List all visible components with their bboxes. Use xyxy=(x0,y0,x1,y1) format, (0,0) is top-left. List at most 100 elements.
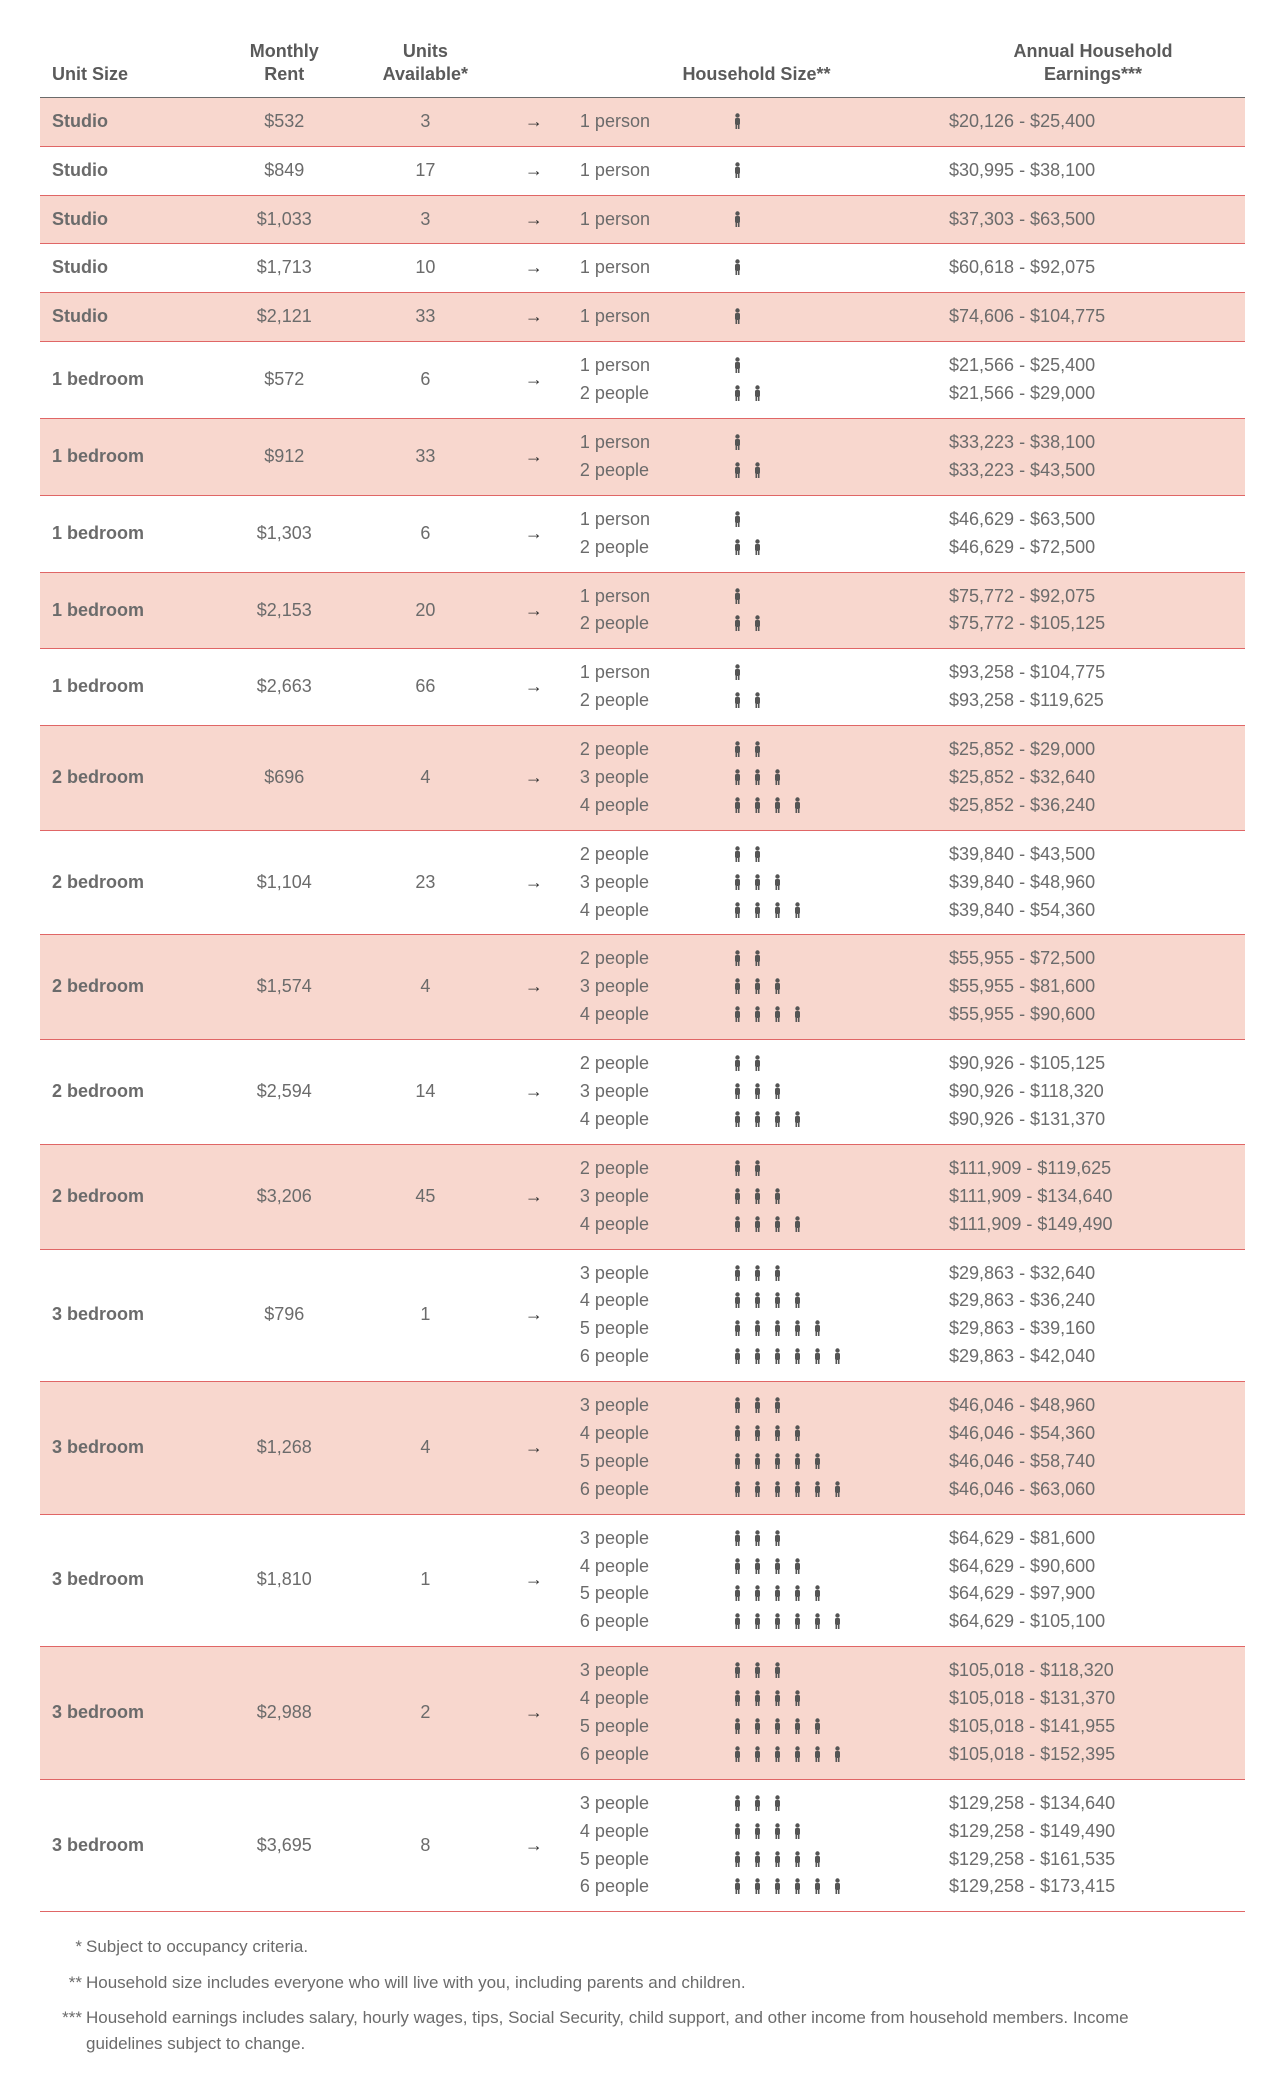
cell-hh: 2 people 3 people 4 people xyxy=(572,1144,724,1249)
cell-hh: 1 person xyxy=(572,244,724,293)
arrow-icon: → xyxy=(496,342,572,419)
cell-rent: $572 xyxy=(214,342,355,419)
footnotes: *Subject to occupancy criteria.**Househo… xyxy=(40,1934,1245,2056)
cell-avail: 6 xyxy=(355,342,496,419)
arrow-icon: → xyxy=(496,1647,572,1780)
header-avail: UnitsAvailable* xyxy=(355,30,496,97)
cell-avail: 10 xyxy=(355,244,496,293)
cell-hh: 1 person xyxy=(572,97,724,146)
cell-unit: Studio xyxy=(40,146,214,195)
cell-earn: $30,995 - $38,100 xyxy=(941,146,1245,195)
cell-rent: $1,810 xyxy=(214,1514,355,1647)
table-row: Studio$1,71310→1 person$60,618 - $92,075 xyxy=(40,244,1245,293)
table-row: 2 bedroom$1,5744→2 people 3 people 4 peo… xyxy=(40,935,1245,1040)
cell-hh: 1 person xyxy=(572,195,724,244)
cell-rent: $2,594 xyxy=(214,1040,355,1145)
cell-avail: 3 xyxy=(355,195,496,244)
cell-icons xyxy=(724,244,941,293)
table-row: Studio$1,0333→1 person$37,303 - $63,500 xyxy=(40,195,1245,244)
cell-unit: 2 bedroom xyxy=(40,1040,214,1145)
cell-icons xyxy=(724,1382,941,1515)
arrow-icon: → xyxy=(496,1144,572,1249)
cell-unit: 2 bedroom xyxy=(40,830,214,935)
cell-avail: 4 xyxy=(355,726,496,831)
cell-icons xyxy=(724,830,941,935)
cell-avail: 4 xyxy=(355,935,496,1040)
cell-rent: $532 xyxy=(214,97,355,146)
cell-avail: 20 xyxy=(355,572,496,649)
cell-rent: $912 xyxy=(214,419,355,496)
cell-earn: $90,926 - $105,125 $90,926 - $118,320 $9… xyxy=(941,1040,1245,1145)
cell-hh: 3 people 4 people 5 people 6 people xyxy=(572,1382,724,1515)
cell-avail: 23 xyxy=(355,830,496,935)
cell-avail: 6 xyxy=(355,495,496,572)
cell-icons xyxy=(724,1514,941,1647)
cell-unit: Studio xyxy=(40,293,214,342)
cell-hh: 2 people 3 people 4 people xyxy=(572,830,724,935)
cell-icons xyxy=(724,1249,941,1382)
cell-unit: 1 bedroom xyxy=(40,649,214,726)
cell-hh: 1 person 2 people xyxy=(572,649,724,726)
cell-icons xyxy=(724,572,941,649)
cell-unit: 3 bedroom xyxy=(40,1514,214,1647)
cell-hh: 2 people 3 people 4 people xyxy=(572,1040,724,1145)
cell-rent: $1,268 xyxy=(214,1382,355,1515)
table-row: 1 bedroom$91233→1 person 2 people $33,22… xyxy=(40,419,1245,496)
arrow-icon: → xyxy=(496,1779,572,1912)
footnote: **Household size includes everyone who w… xyxy=(48,1970,1245,1996)
cell-hh: 1 person 2 people xyxy=(572,572,724,649)
cell-rent: $1,303 xyxy=(214,495,355,572)
cell-unit: 2 bedroom xyxy=(40,726,214,831)
cell-rent: $696 xyxy=(214,726,355,831)
cell-hh: 3 people 4 people 5 people 6 people xyxy=(572,1647,724,1780)
cell-unit: 3 bedroom xyxy=(40,1779,214,1912)
cell-avail: 3 xyxy=(355,97,496,146)
cell-rent: $3,695 xyxy=(214,1779,355,1912)
cell-earn: $29,863 - $32,640 $29,863 - $36,240 $29,… xyxy=(941,1249,1245,1382)
cell-avail: 1 xyxy=(355,1249,496,1382)
cell-earn: $93,258 - $104,775 $93,258 - $119,625 xyxy=(941,649,1245,726)
cell-icons xyxy=(724,97,941,146)
cell-rent: $3,206 xyxy=(214,1144,355,1249)
table-row: 1 bedroom$2,66366→1 person 2 people $93,… xyxy=(40,649,1245,726)
cell-avail: 66 xyxy=(355,649,496,726)
cell-rent: $2,988 xyxy=(214,1647,355,1780)
cell-earn: $111,909 - $119,625 $111,909 - $134,640 … xyxy=(941,1144,1245,1249)
header-arrow xyxy=(496,30,572,97)
cell-avail: 4 xyxy=(355,1382,496,1515)
cell-earn: $25,852 - $29,000 $25,852 - $32,640 $25,… xyxy=(941,726,1245,831)
cell-earn: $39,840 - $43,500 $39,840 - $48,960 $39,… xyxy=(941,830,1245,935)
cell-avail: 45 xyxy=(355,1144,496,1249)
arrow-icon: → xyxy=(496,97,572,146)
table-row: 2 bedroom$3,20645→2 people 3 people 4 pe… xyxy=(40,1144,1245,1249)
arrow-icon: → xyxy=(496,195,572,244)
table-row: 3 bedroom$2,9882→3 people 4 people 5 peo… xyxy=(40,1647,1245,1780)
cell-earn: $129,258 - $134,640 $129,258 - $149,490 … xyxy=(941,1779,1245,1912)
table-row: Studio$84917→1 person$30,995 - $38,100 xyxy=(40,146,1245,195)
cell-unit: 1 bedroom xyxy=(40,572,214,649)
cell-icons xyxy=(724,419,941,496)
arrow-icon: → xyxy=(496,1514,572,1647)
arrow-icon: → xyxy=(496,495,572,572)
arrow-icon: → xyxy=(496,1249,572,1382)
cell-icons xyxy=(724,1779,941,1912)
cell-hh: 1 person 2 people xyxy=(572,419,724,496)
cell-icons xyxy=(724,649,941,726)
cell-earn: $55,955 - $72,500 $55,955 - $81,600 $55,… xyxy=(941,935,1245,1040)
table-row: 2 bedroom$6964→2 people 3 people 4 peopl… xyxy=(40,726,1245,831)
cell-avail: 33 xyxy=(355,419,496,496)
cell-icons xyxy=(724,293,941,342)
table-row: 2 bedroom$2,59414→2 people 3 people 4 pe… xyxy=(40,1040,1245,1145)
cell-rent: $2,663 xyxy=(214,649,355,726)
arrow-icon: → xyxy=(496,1382,572,1515)
cell-icons xyxy=(724,935,941,1040)
cell-earn: $21,566 - $25,400 $21,566 - $29,000 xyxy=(941,342,1245,419)
cell-icons xyxy=(724,146,941,195)
table-row: Studio$5323→1 person$20,126 - $25,400 xyxy=(40,97,1245,146)
arrow-icon: → xyxy=(496,419,572,496)
cell-hh: 1 person 2 people xyxy=(572,342,724,419)
cell-rent: $2,153 xyxy=(214,572,355,649)
cell-unit: Studio xyxy=(40,97,214,146)
cell-avail: 8 xyxy=(355,1779,496,1912)
cell-earn: $37,303 - $63,500 xyxy=(941,195,1245,244)
